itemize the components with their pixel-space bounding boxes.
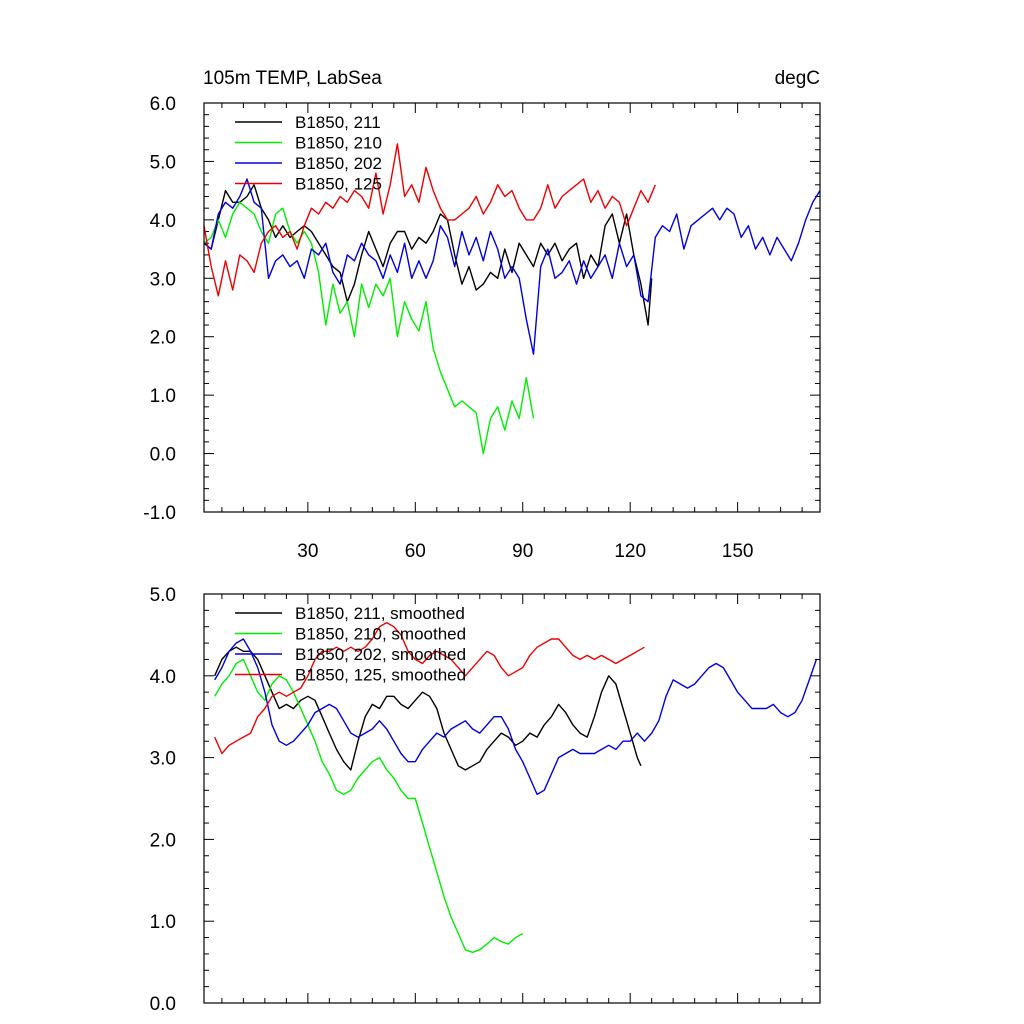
series-line (203, 178, 821, 355)
y-tick-label: 2.0 (150, 830, 176, 851)
y-tick-label: 6.0 (150, 94, 176, 115)
x-tick-label: 150 (722, 541, 754, 562)
series-lines (203, 143, 821, 455)
legend-label: B1850, 210, smoothed (295, 625, 466, 644)
x-tick-label: 30 (297, 541, 318, 562)
series-line (203, 184, 653, 326)
legend-label: B1850, 125 (295, 175, 382, 194)
legend-label: B1850, 211 (295, 113, 381, 132)
legend-label: B1850, 202 (295, 154, 382, 173)
panel-title: 105m TEMP, LabSea (203, 68, 382, 89)
x-tick-label: 60 (405, 541, 426, 562)
series-line (214, 638, 818, 796)
series-line (214, 646, 642, 771)
y-tick-label: 4.0 (150, 667, 176, 688)
y-tick-label: 4.0 (150, 211, 176, 232)
axis-ticks: -1.0 0.0 1.0 2.0 3.0 4.0 5.0 6.0 30 60 90 120 150 (143, 94, 820, 562)
series-lines (214, 621, 818, 953)
series-line (214, 658, 524, 953)
y-tick-label: 2.0 (150, 328, 176, 349)
legend-label: B1850, 211, smoothed (295, 604, 465, 623)
y-tick-label: 5.0 (150, 152, 176, 173)
y-tick-label: 3.0 (150, 269, 176, 290)
legend-label: B1850, 202, smoothed (295, 645, 466, 664)
bottom-panel: 0.01.02.03.04.05.0 B1850, 211, smoothedB… (150, 585, 821, 1015)
x-tick-label: 120 (614, 541, 646, 562)
series-line (203, 201, 535, 455)
y-tick-label: 1.0 (150, 386, 176, 407)
top-panel: 105m TEMP, LabSea degC -1.0 0.0 1.0 2.0 3.0 4… (143, 68, 821, 562)
series-line (203, 143, 656, 297)
legend-label: B1850, 210 (295, 134, 382, 153)
plot-frame (203, 593, 821, 1004)
series-line (214, 621, 645, 755)
legend: B1850, 211, smoothed B1850, 210, smoothed… (235, 604, 466, 685)
y-tick-label: 0.0 (150, 994, 176, 1015)
y-tick-label: 5.0 (150, 585, 176, 606)
x-tick-label: 90 (512, 541, 533, 562)
legend-label: B1850, 125, smoothed (295, 666, 466, 685)
units-label: degC (775, 68, 820, 89)
y-tick-label: 0.0 (150, 445, 176, 466)
y-tick-label: 1.0 (150, 912, 176, 933)
y-tick-label: 3.0 (150, 749, 176, 770)
plot-frame (203, 102, 821, 513)
y-tick-label: -1.0 (143, 503, 176, 524)
